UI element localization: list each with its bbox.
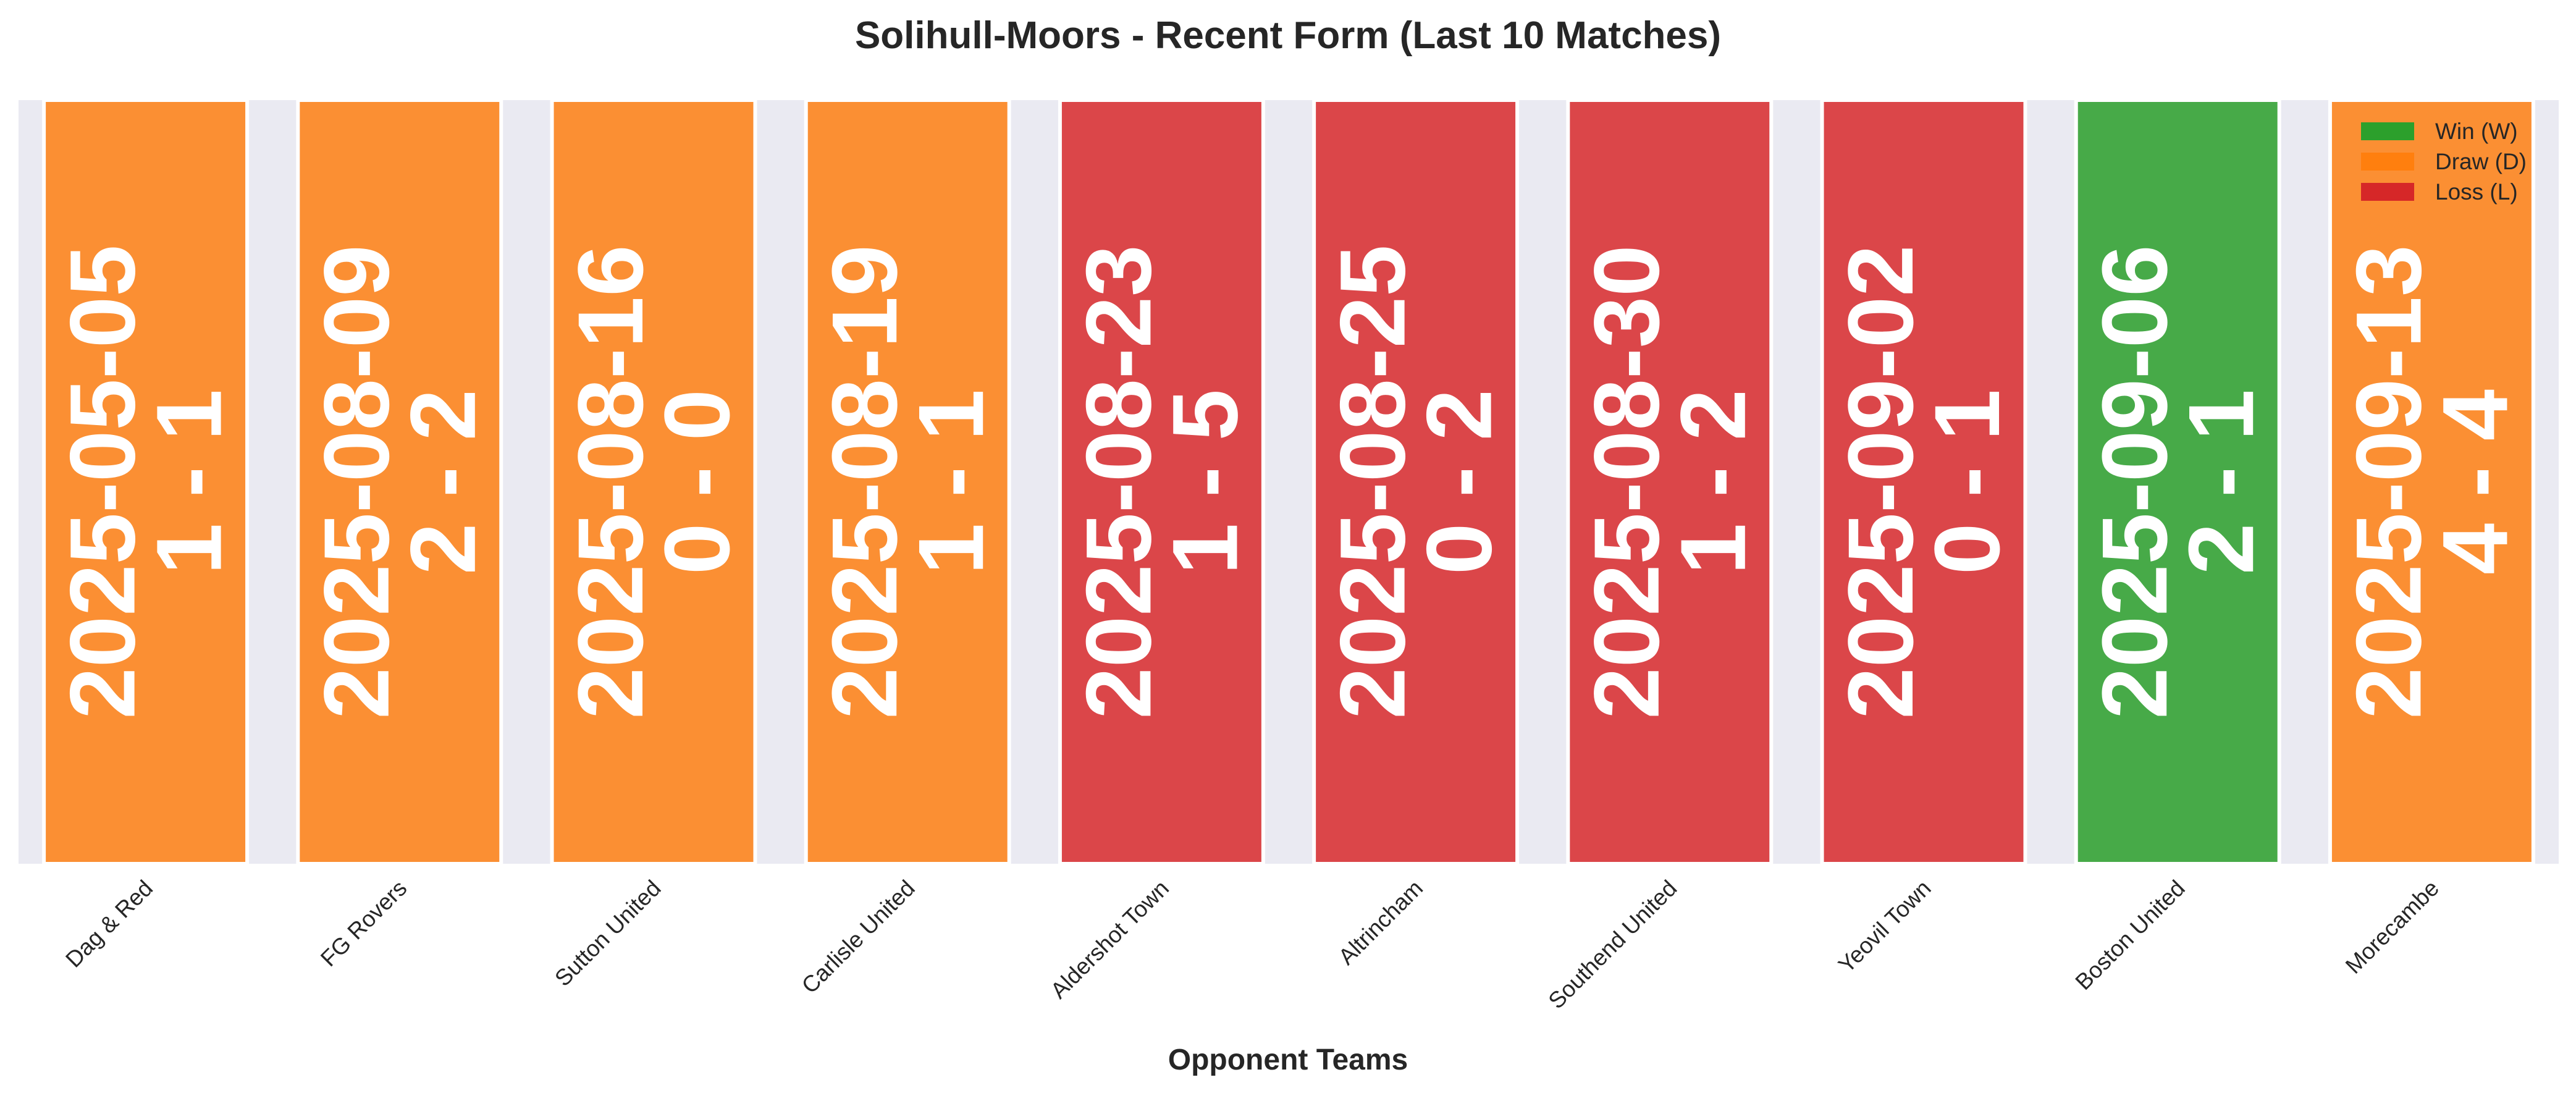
chart-title: Solihull-Moors - Recent Form (Last 10 Ma…: [855, 14, 1721, 57]
x-axis-label: Opponent Teams: [1168, 1044, 1408, 1076]
bar-date-label: 2025-08-23: [1066, 245, 1170, 719]
bar-score-label: 0 - 1: [1915, 389, 2019, 575]
bar-date-label: 2025-08-19: [812, 245, 916, 719]
legend-label: Loss (L): [2435, 179, 2518, 205]
legend-swatch-w: [2361, 122, 2414, 140]
bar-date-label: 2025-08-25: [1321, 245, 1425, 719]
bar-label-group: 2025-08-092 - 2: [305, 245, 495, 719]
bar-aldershot-town: [1058, 98, 1265, 866]
bar-date-label: 2025-09-06: [2082, 245, 2186, 719]
bar-label-group: 2025-08-191 - 1: [812, 245, 1003, 719]
bar-date-label: 2025-05-05: [51, 245, 154, 719]
legend-swatch-d: [2361, 153, 2414, 171]
x-tick-label: Dag & Red: [61, 876, 158, 973]
bar-label-group: 2025-09-020 - 1: [1829, 245, 2019, 719]
bar-score-label: 1 - 2: [1661, 389, 1765, 575]
bar-boston-united: [2074, 98, 2281, 866]
bar-score-label: 4 - 4: [2423, 389, 2527, 575]
legend-label: Win (W): [2435, 119, 2518, 144]
bar-score-label: 1 - 1: [899, 389, 1003, 575]
bar-date-label: 2025-08-30: [1575, 245, 1678, 719]
x-tick-label: Morecambe: [2341, 876, 2444, 979]
bar-score-label: 0 - 0: [645, 389, 749, 575]
bar-score-label: 1 - 1: [137, 389, 241, 575]
bar-dag-red: [42, 98, 250, 866]
bar-altrincham: [1312, 98, 1520, 866]
bar-score-label: 2 - 2: [391, 389, 495, 575]
legend-swatch-l: [2361, 183, 2414, 201]
x-tick-label: Sutton United: [550, 876, 666, 992]
bar-label-group: 2025-08-250 - 2: [1321, 245, 1511, 719]
bar-score-label: 0 - 2: [1407, 389, 1511, 575]
legend-label: Draw (D): [2435, 149, 2527, 174]
legend: Win (W) Draw (D) Loss (L): [2361, 119, 2527, 205]
x-tick-labels: Dag & Red FG Rovers Sutton United Carlisle …: [61, 876, 2444, 1014]
bar-carlisle-united: [804, 98, 1011, 866]
x-tick-label: FG Rovers: [316, 876, 411, 971]
bar-label-group: 2025-08-160 - 0: [558, 245, 749, 719]
x-tick-label: Southend United: [1544, 876, 1682, 1014]
bar-label-group: 2025-05-051 - 1: [51, 245, 241, 719]
bar-yeovil-town: [1820, 98, 2027, 866]
bar-date-label: 2025-08-09: [305, 245, 408, 719]
bar-label-group: 2025-08-301 - 2: [1575, 245, 1765, 719]
bar-label-group: 2025-09-134 - 4: [2336, 245, 2527, 719]
bar-fg-rovers: [296, 98, 503, 866]
x-tick-label: Carlisle United: [797, 876, 920, 998]
bar-morecambe: [2328, 98, 2535, 866]
bar-score-label: 1 - 5: [1153, 389, 1256, 575]
bar-southend-united: [1566, 98, 1774, 866]
bar-date-label: 2025-09-13: [2336, 245, 2440, 719]
bar-date-label: 2025-08-16: [558, 245, 662, 719]
x-tick-label: Boston United: [2071, 876, 2190, 995]
bar-sutton-united: [550, 98, 757, 866]
x-tick-label: Aldershot Town: [1046, 876, 1174, 1003]
bar-score-label: 2 - 1: [2169, 389, 2273, 575]
bars-layer: 2025-05-051 - 1 2025-08-092 - 2 2025-08-16…: [42, 98, 2535, 866]
bar-label-group: 2025-08-231 - 5: [1066, 245, 1256, 719]
bar-date-label: 2025-09-02: [1829, 245, 1932, 719]
x-tick-label: Yeovil Town: [1833, 876, 1936, 978]
bar-label-group: 2025-09-062 - 1: [2082, 245, 2273, 719]
x-tick-label: Altrincham: [1334, 876, 1428, 970]
